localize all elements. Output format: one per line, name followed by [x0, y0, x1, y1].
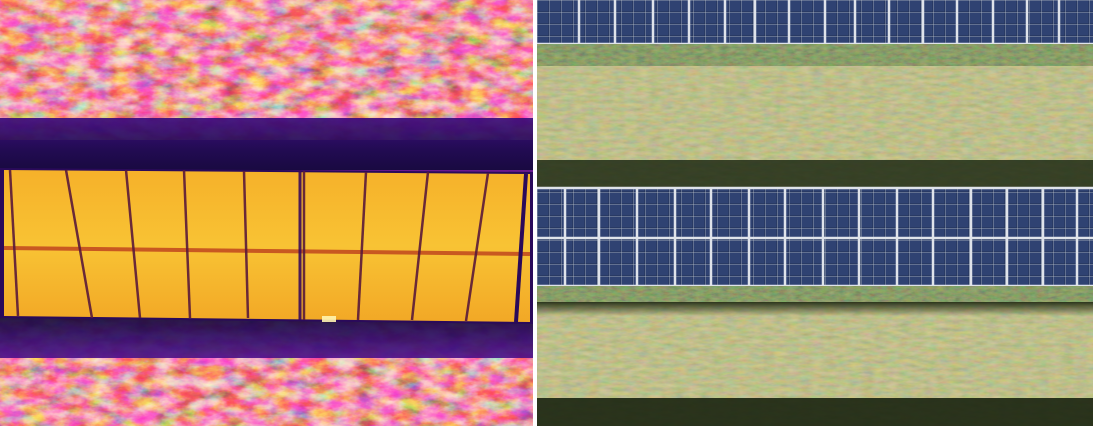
vegetation-strip-middle — [537, 286, 1093, 302]
thermal-svg — [0, 0, 533, 426]
shade-middle — [537, 302, 1093, 316]
thermal-shadow-top — [0, 118, 533, 170]
thermal-panel-row — [0, 168, 533, 324]
thermal-grass-top — [0, 0, 533, 140]
shadow-middle — [537, 160, 1093, 190]
thermal-infrared-image — [0, 0, 533, 426]
visible-rgb-image — [537, 0, 1093, 426]
visible-svg — [537, 0, 1093, 426]
vegetation-strip-top — [537, 44, 1093, 66]
solar-panel-row-top — [537, 0, 1093, 46]
image-divider — [533, 0, 537, 426]
shadow-bottom — [537, 398, 1093, 426]
solar-panel-row-middle — [537, 186, 1093, 288]
thermal-shadow-bottom — [0, 318, 533, 358]
